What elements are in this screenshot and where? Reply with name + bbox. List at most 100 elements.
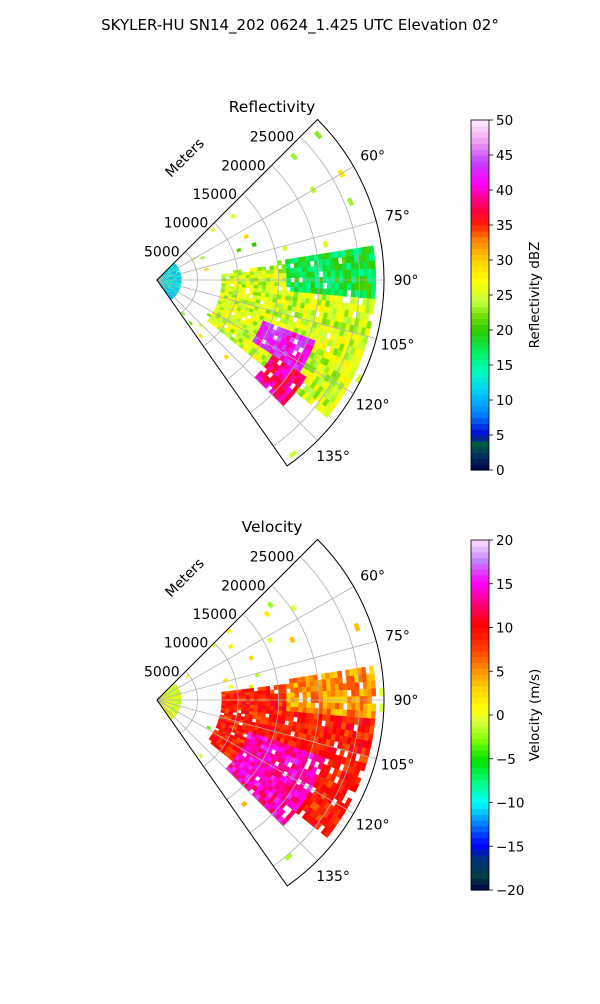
- data-cell: [282, 707, 286, 712]
- colorbar-segment: [471, 324, 489, 330]
- colorbar-segment: [471, 435, 489, 441]
- data-cell: [369, 246, 374, 254]
- data-cell: [339, 710, 343, 717]
- data-cell: [298, 682, 303, 687]
- data-cell: [234, 281, 238, 284]
- data-cell: [335, 684, 339, 691]
- colorbar-segment: [471, 540, 489, 546]
- colorbar-segment: [471, 278, 489, 284]
- colorbar-segment: [471, 184, 489, 190]
- angle-tick-label: 60°: [360, 149, 385, 165]
- colorbar-segment: [471, 231, 489, 237]
- colorbar-label: Reflectivity dBZ: [527, 242, 543, 349]
- data-cell: [286, 707, 290, 712]
- data-cell: [315, 272, 319, 278]
- colorbar-segment: [471, 260, 489, 266]
- data-cell: [294, 707, 298, 712]
- data-cell: [287, 693, 291, 698]
- data-cell: [372, 284, 376, 292]
- data-cell: [327, 289, 331, 295]
- colorbar-tick-label: −15: [496, 839, 525, 855]
- data-cell: [351, 263, 356, 270]
- colorbar-segment: [471, 143, 489, 149]
- data-cell: [270, 286, 274, 290]
- data-cell: [363, 711, 368, 719]
- data-cell: [242, 692, 246, 695]
- data-cell: [241, 710, 245, 714]
- range-tick-label: 15000: [192, 187, 237, 203]
- colorbar-segment: [471, 289, 489, 295]
- colorbar-segment: [471, 861, 489, 867]
- data-cell: [347, 710, 352, 717]
- colorbar-segment: [471, 855, 489, 861]
- data-cell: [335, 690, 339, 696]
- range-tick-label: 15000: [192, 607, 237, 623]
- data-cell: [246, 282, 250, 285]
- data-cell: [250, 268, 254, 272]
- data-cell: [294, 712, 299, 717]
- colorbar-segment: [471, 733, 489, 739]
- colorbar-segment: [471, 692, 489, 698]
- data-cell: [347, 283, 351, 290]
- data-cell: [310, 686, 314, 692]
- data-cell: [262, 709, 266, 713]
- data-cell: [234, 273, 238, 276]
- colorbar-tick-label: 35: [496, 218, 513, 234]
- data-cell: [298, 287, 302, 292]
- colorbar-segment: [471, 441, 489, 447]
- data-cell: [230, 273, 234, 276]
- data-cell: [258, 702, 262, 706]
- data-cell: [246, 705, 250, 708]
- data-cell: [351, 290, 356, 297]
- colorbar-segment: [471, 873, 489, 879]
- data-cell: [250, 285, 254, 289]
- colorbar-segment: [471, 616, 489, 622]
- data-cell: [262, 702, 266, 706]
- data-cell: [258, 705, 262, 709]
- data-cell: [310, 266, 314, 272]
- colorbar-segment: [471, 342, 489, 348]
- data-cell: [367, 689, 371, 697]
- data-cell: [246, 275, 250, 278]
- data-cell: [226, 694, 230, 697]
- data-cell: [363, 682, 368, 690]
- data-cell: [294, 688, 298, 693]
- data-cell: [250, 705, 254, 709]
- colorbar-segment: [471, 394, 489, 400]
- data-cell: [370, 719, 375, 727]
- colorbar-segment: [471, 773, 489, 779]
- colorbar-segment: [471, 610, 489, 616]
- data-cell: [258, 267, 262, 271]
- colorbar-segment: [471, 307, 489, 313]
- colorbar-segment: [471, 406, 489, 412]
- data-cell: [359, 284, 363, 291]
- data-cell: [290, 683, 295, 688]
- range-axis-label: Meters: [163, 556, 208, 601]
- range-tick-label: 20000: [221, 578, 266, 594]
- data-cell: [369, 726, 374, 734]
- data-cell: [258, 694, 262, 698]
- data-cell: [250, 695, 254, 698]
- data-cell: [270, 270, 274, 274]
- range-axis-label: Meters: [163, 136, 208, 181]
- data-cell: [267, 602, 273, 609]
- angle-tick-label: 75°: [385, 209, 410, 225]
- data-cell: [294, 292, 299, 297]
- angle-tick-label: 90°: [394, 273, 419, 289]
- colorbar-segment: [471, 826, 489, 832]
- data-cell: [230, 696, 234, 699]
- data-cell: [306, 708, 310, 714]
- data-cell: [311, 692, 315, 698]
- data-cell: [327, 709, 331, 715]
- data-cell: [242, 275, 246, 278]
- data-cell: [290, 707, 294, 712]
- data-cell: [371, 261, 376, 269]
- colorbar-segment: [471, 371, 489, 377]
- data-cell: [299, 702, 303, 707]
- data-cell: [254, 705, 258, 709]
- data-cell: [311, 272, 315, 278]
- colorbar-segment: [471, 803, 489, 809]
- colorbar-segment: [471, 388, 489, 394]
